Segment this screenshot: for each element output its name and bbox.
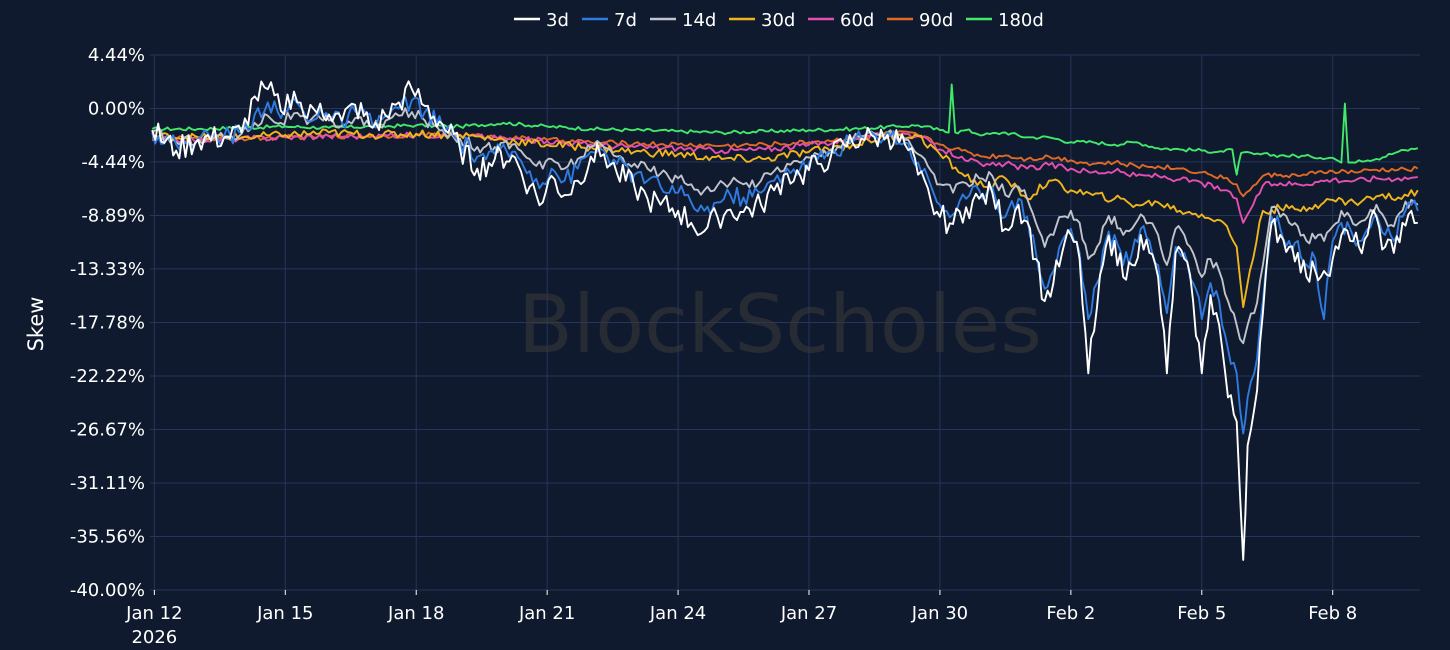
y-tick-label: 0.00% xyxy=(88,98,145,119)
legend-label: 30d xyxy=(761,10,795,31)
x-tick-label: Jan 12 xyxy=(125,603,182,624)
legend-item-60d[interactable]: 60d xyxy=(808,10,874,31)
series-lines xyxy=(151,80,1419,561)
series-line-90d xyxy=(151,130,1419,198)
x-tick-label: Feb 2 xyxy=(1046,603,1095,624)
x-tick-label: Jan 18 xyxy=(387,603,444,624)
y-tick-label: 4.44% xyxy=(88,45,145,66)
y-tick-label: -17.78% xyxy=(70,313,145,334)
legend-item-7d[interactable]: 7d xyxy=(582,10,637,31)
legend[interactable]: 3d 7d 14d 30d 60d 90d 180d xyxy=(514,10,1044,31)
legend-item-30d[interactable]: 30d xyxy=(729,10,795,31)
y-tick-label: -40.00% xyxy=(70,580,145,601)
y-axis-ticks: 4.44% 0.00% -4.44% -8.89% -13.33% -17.78% -22.… xyxy=(70,45,145,601)
grid xyxy=(150,54,1420,591)
y-tick-label: -4.44% xyxy=(81,152,145,173)
x-axis-ticks: Jan 12 2026 Jan 15 Jan 18 Jan 21 Jan 24 Jan 27… xyxy=(125,590,1357,648)
series-line-3d xyxy=(151,80,1418,561)
y-tick-label: -31.11% xyxy=(70,473,145,494)
legend-label: 180d xyxy=(998,10,1044,31)
x-tick-label: Jan 15 xyxy=(256,603,313,624)
legend-label: 90d xyxy=(919,10,953,31)
series-line-7d xyxy=(151,96,1419,435)
y-tick-label: -13.33% xyxy=(70,259,145,280)
series-line-180d xyxy=(151,83,1419,176)
x-tick-label: Jan 30 xyxy=(911,603,968,624)
x-tick-label: Feb 5 xyxy=(1177,603,1226,624)
series-line-60d xyxy=(151,131,1418,224)
y-tick-label: -35.56% xyxy=(70,527,145,548)
x-tick-label: Jan 24 xyxy=(649,603,706,624)
y-tick-label: -8.89% xyxy=(81,205,145,226)
legend-label: 7d xyxy=(614,10,637,31)
series-line-30d xyxy=(152,128,1419,309)
y-tick-label: -22.22% xyxy=(70,366,145,387)
legend-label: 14d xyxy=(682,10,716,31)
legend-item-180d[interactable]: 180d xyxy=(966,10,1044,31)
legend-item-3d[interactable]: 3d xyxy=(514,10,569,31)
legend-label: 60d xyxy=(840,10,874,31)
x-tick-sublabel: 2026 xyxy=(131,627,177,648)
x-tick-label: Feb 8 xyxy=(1308,603,1357,624)
y-tick-label: -26.67% xyxy=(70,420,145,441)
legend-item-90d[interactable]: 90d xyxy=(887,10,953,31)
y-axis-title: Skew xyxy=(24,297,48,352)
x-tick-label: Jan 21 xyxy=(518,603,575,624)
legend-label: 3d xyxy=(546,10,569,31)
x-tick-label: Jan 27 xyxy=(780,603,837,624)
watermark: BlockScholes xyxy=(518,278,1042,371)
legend-item-14d[interactable]: 14d xyxy=(650,10,716,31)
